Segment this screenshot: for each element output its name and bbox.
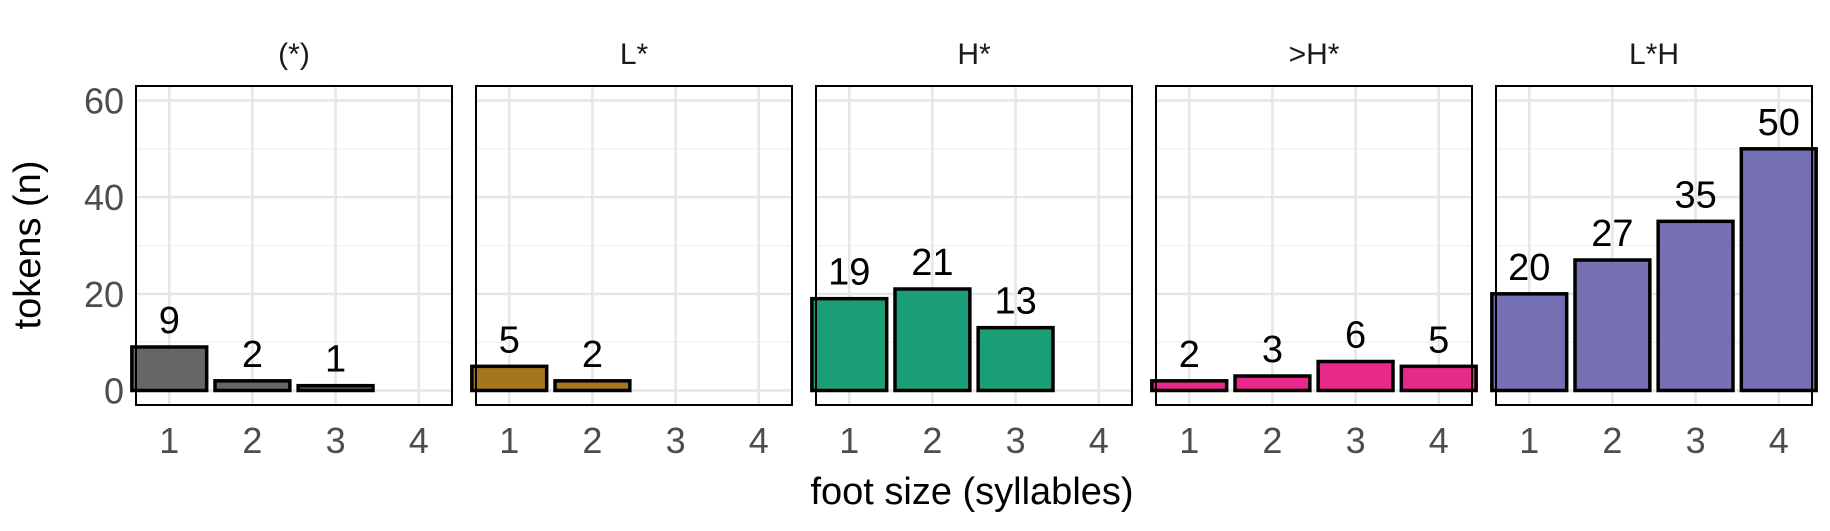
x-tick-label: 4 <box>1429 420 1449 461</box>
bar-value-label: 5 <box>1428 319 1449 361</box>
x-tick-label: 1 <box>1179 420 1199 461</box>
bar-value-label: 5 <box>499 319 520 361</box>
x-tick-label: 3 <box>1686 420 1706 461</box>
x-tick-label: 3 <box>666 420 686 461</box>
x-tick-label: 4 <box>409 420 429 461</box>
bar <box>1739 147 1818 393</box>
bar-value-label: 2 <box>1179 334 1200 376</box>
panel-5: 20 27 35 50 L*H 1 2 3 4 <box>1490 38 1818 461</box>
x-tick-label: 2 <box>1262 420 1282 461</box>
x-tick-label: 2 <box>242 420 262 461</box>
bar-value-label: 9 <box>159 300 180 342</box>
bar <box>553 379 632 393</box>
y-axis-title: tokens (n) <box>7 161 49 330</box>
bar <box>1656 219 1735 393</box>
x-tick-label: 2 <box>922 420 942 461</box>
y-tick-label: 40 <box>84 177 124 218</box>
bar-value-label: 3 <box>1262 329 1283 371</box>
bar <box>1233 374 1312 393</box>
bar <box>1399 364 1478 393</box>
panel-4: 2 3 6 5 >H* 1 2 3 4 <box>1150 38 1478 461</box>
y-tick-label: 0 <box>104 371 124 412</box>
x-axis-title: foot size (syllables) <box>810 471 1133 513</box>
x-tick-label: 2 <box>582 420 602 461</box>
bar-value-label: 21 <box>911 242 953 284</box>
x-tick-label: 3 <box>1346 420 1366 461</box>
x-tick-label: 1 <box>839 420 859 461</box>
y-tick-label: 60 <box>84 81 124 122</box>
panel-border <box>815 85 1133 406</box>
bar <box>893 287 972 393</box>
facet-title: (*) <box>278 38 310 71</box>
bar <box>976 325 1055 393</box>
bar-value-label: 27 <box>1591 213 1633 255</box>
bar <box>470 364 549 393</box>
x-tick-label: 1 <box>159 420 179 461</box>
y-tick-label: 20 <box>84 274 124 315</box>
x-tick-label: 4 <box>1769 420 1789 461</box>
panel-2: 5 2 L* 1 2 3 4 <box>470 38 793 461</box>
bar <box>296 383 375 393</box>
panel-3: 19 21 13 H* 1 2 3 4 <box>810 38 1133 461</box>
facet-title: L* <box>620 38 649 71</box>
bar <box>213 379 292 393</box>
bar <box>810 296 889 393</box>
bar-value-label: 20 <box>1508 247 1550 289</box>
bar <box>1316 359 1395 393</box>
panel-border <box>1155 85 1473 406</box>
bar <box>130 345 209 393</box>
bar-value-label: 2 <box>582 334 603 376</box>
panel-border <box>135 85 453 406</box>
bar-value-label: 35 <box>1674 174 1716 216</box>
bar-value-label: 50 <box>1758 102 1800 144</box>
bar-value-label: 13 <box>994 281 1036 323</box>
bar <box>1150 379 1229 393</box>
x-tick-label: 1 <box>1519 420 1539 461</box>
x-tick-label: 4 <box>749 420 769 461</box>
facet-title: H* <box>957 38 991 71</box>
x-tick-label: 4 <box>1089 420 1109 461</box>
bar-value-label: 6 <box>1345 315 1366 357</box>
bar <box>1490 292 1569 393</box>
panel-border <box>475 85 793 406</box>
bar-value-label: 19 <box>828 252 870 294</box>
x-tick-label: 3 <box>326 420 346 461</box>
bar-value-label: 1 <box>325 339 346 381</box>
facet-title: >H* <box>1289 38 1340 71</box>
x-tick-label: 1 <box>499 420 519 461</box>
x-tick-label: 3 <box>1006 420 1026 461</box>
panel-border <box>1495 85 1813 406</box>
bar-value-label: 2 <box>242 334 263 376</box>
x-tick-label: 2 <box>1602 420 1622 461</box>
bar <box>1573 258 1652 393</box>
facet-title: L*H <box>1629 38 1679 71</box>
